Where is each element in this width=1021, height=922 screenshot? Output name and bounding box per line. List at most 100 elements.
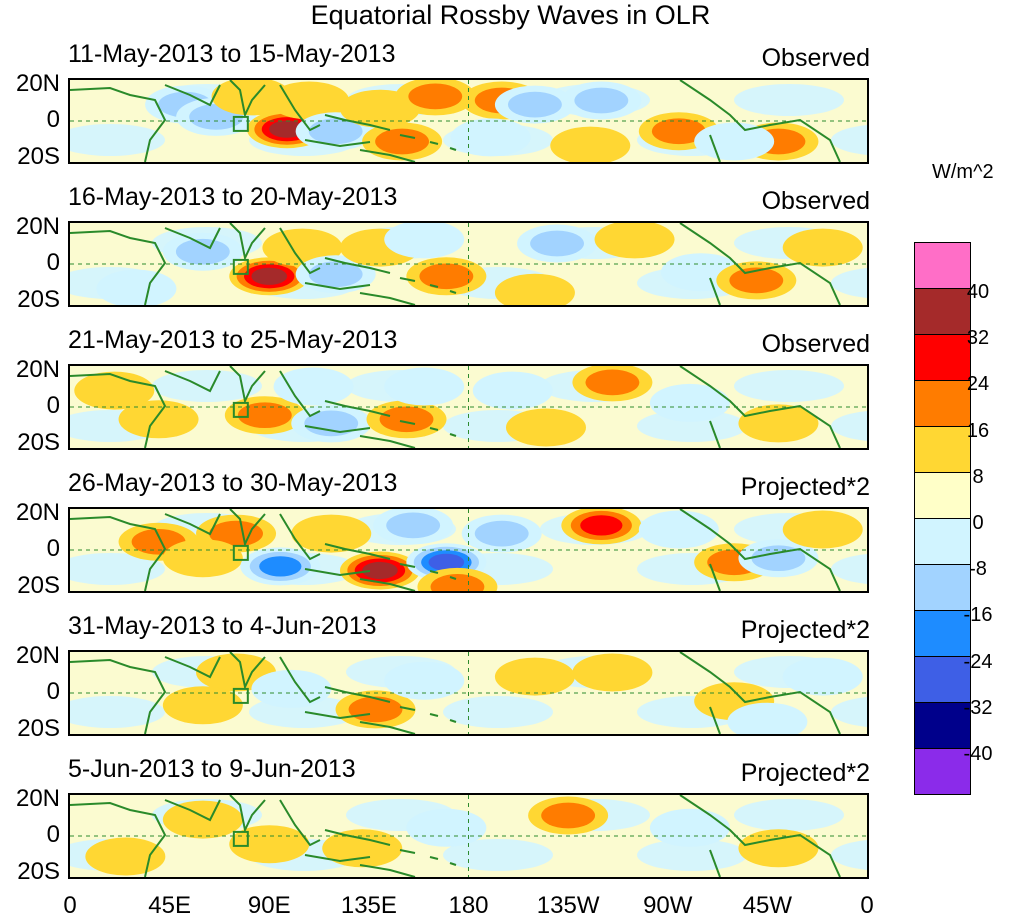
olr-anomaly-contour (85, 837, 166, 876)
panel-type-label: Projected*2 (740, 759, 870, 787)
olr-anomaly-contour (348, 696, 403, 723)
olr-anomaly-field (70, 366, 867, 448)
olr-anomaly-contour (572, 653, 653, 692)
coastline (399, 706, 457, 723)
olr-anomaly-contour (322, 829, 403, 868)
olr-anomaly-contour (474, 520, 529, 547)
panel-date-range: 26-May-2013 to 30-May-2013 (68, 469, 398, 497)
lat-tick: 20S (17, 429, 60, 456)
coastline (304, 711, 371, 720)
coastline (229, 795, 266, 834)
weak-negative-band (831, 696, 867, 728)
olr-anomaly-contour (209, 520, 263, 547)
coastline (164, 227, 221, 250)
lat-tick: 20S (17, 143, 60, 170)
olr-anomaly-contour (507, 91, 562, 118)
olr-map (68, 650, 869, 736)
panel-type-label: Observed (761, 187, 870, 215)
olr-anomaly-field (70, 509, 867, 591)
coastline (359, 292, 416, 305)
colorbar-level-label: 8 (972, 465, 984, 488)
olr-map (68, 221, 869, 307)
weak-negative-band (831, 124, 867, 156)
coastline (304, 425, 371, 434)
coastline (164, 799, 221, 822)
coastline (164, 370, 221, 393)
panel-type-label: Projected*2 (740, 616, 870, 644)
panel-5: 31-May-2013 to 4-Jun-2013 Projected*2 20N 0… (0, 612, 900, 754)
olr-anomaly-contour (384, 661, 465, 700)
colorbar-cell (914, 334, 971, 381)
olr-anomaly-contour (694, 122, 775, 161)
olr-anomaly-contour (574, 87, 629, 114)
lat-tick: 0 (46, 106, 60, 133)
colorbar (914, 242, 971, 795)
panel-date-range: 16-May-2013 to 20-May-2013 (68, 183, 398, 211)
coastline (164, 656, 221, 679)
olr-anomaly-contour (406, 808, 487, 847)
panel-4: 26-May-2013 to 30-May-2013 Projected*2 20N… (0, 469, 900, 611)
coastline (399, 134, 457, 151)
weak-negative-band (70, 124, 165, 156)
olr-anomaly-contour (580, 515, 623, 536)
colorbar-cell (914, 610, 971, 657)
reference-box (232, 687, 249, 704)
chart-title: Equatorial Rossby Waves in OLR (310, 0, 711, 30)
colorbar-unit: W/m^2 (932, 161, 994, 183)
coastline (399, 277, 457, 294)
coastline (709, 277, 721, 305)
coastline (70, 86, 167, 162)
reference-box (232, 401, 249, 418)
coastline (324, 400, 391, 417)
olr-anomaly-contour (269, 81, 350, 120)
coastline (279, 513, 321, 561)
olr-anomaly-contour (408, 83, 463, 110)
olr-anomaly-contour (118, 400, 199, 439)
coastline (359, 149, 416, 162)
olr-anomaly-contour (541, 802, 596, 829)
coastline (70, 658, 167, 734)
olr-anomaly-contour (269, 120, 305, 138)
lat-tick: 0 (46, 535, 60, 562)
lat-tick: 20N (15, 213, 60, 240)
coastline (324, 114, 391, 131)
olr-anomaly-contour (379, 406, 434, 433)
panel-date-range: 11-May-2013 to 15-May-2013 (68, 40, 396, 68)
coastline (709, 706, 721, 734)
lat-tick: 20S (17, 286, 60, 313)
panel-type-label: Observed (761, 44, 870, 72)
panel-6: 5-Jun-2013 to 9-Jun-2013 Projected*2 20N 0 2… (0, 755, 900, 897)
panel-date-range: 5-Jun-2013 to 9-Jun-2013 (68, 755, 356, 783)
olr-anomaly-contour (782, 510, 863, 549)
olr-anomaly-contour (384, 367, 465, 406)
lon-tick: 0 (860, 892, 874, 919)
olr-anomaly-contour (649, 808, 730, 847)
lat-tick: 20S (17, 715, 60, 742)
lon-tick: 135E (340, 892, 397, 919)
colorbar-cell (914, 656, 971, 703)
coastline (359, 864, 416, 877)
lon-tick: 90E (247, 892, 291, 919)
colorbar-cell (914, 288, 971, 335)
olr-anomaly-contour (430, 574, 485, 591)
olr-anomaly-field (70, 223, 867, 305)
olr-anomaly-contour (304, 410, 359, 437)
weak-negative-band (70, 553, 165, 585)
lat-tick: 0 (46, 249, 60, 276)
olr-anomaly-contour (738, 829, 819, 868)
colorbar-level-label: -32 (963, 696, 993, 719)
olr-anomaly-contour (649, 383, 730, 422)
olr-anomaly-field (70, 80, 867, 162)
olr-anomaly-contour (96, 269, 177, 305)
olr-anomaly-contour (259, 556, 302, 577)
weak-negative-band (734, 799, 844, 831)
olr-anomaly-contour (505, 408, 586, 447)
panel-date-range: 31-May-2013 to 4-Jun-2013 (68, 612, 377, 640)
olr-anomaly-contour (251, 669, 332, 708)
weak-negative-band (734, 84, 844, 116)
weak-negative-band (831, 410, 867, 442)
olr-anomaly-field (70, 652, 867, 734)
lon-tick: 180 (448, 892, 489, 919)
olr-anomaly-contour (384, 223, 465, 259)
coastline (359, 721, 416, 734)
